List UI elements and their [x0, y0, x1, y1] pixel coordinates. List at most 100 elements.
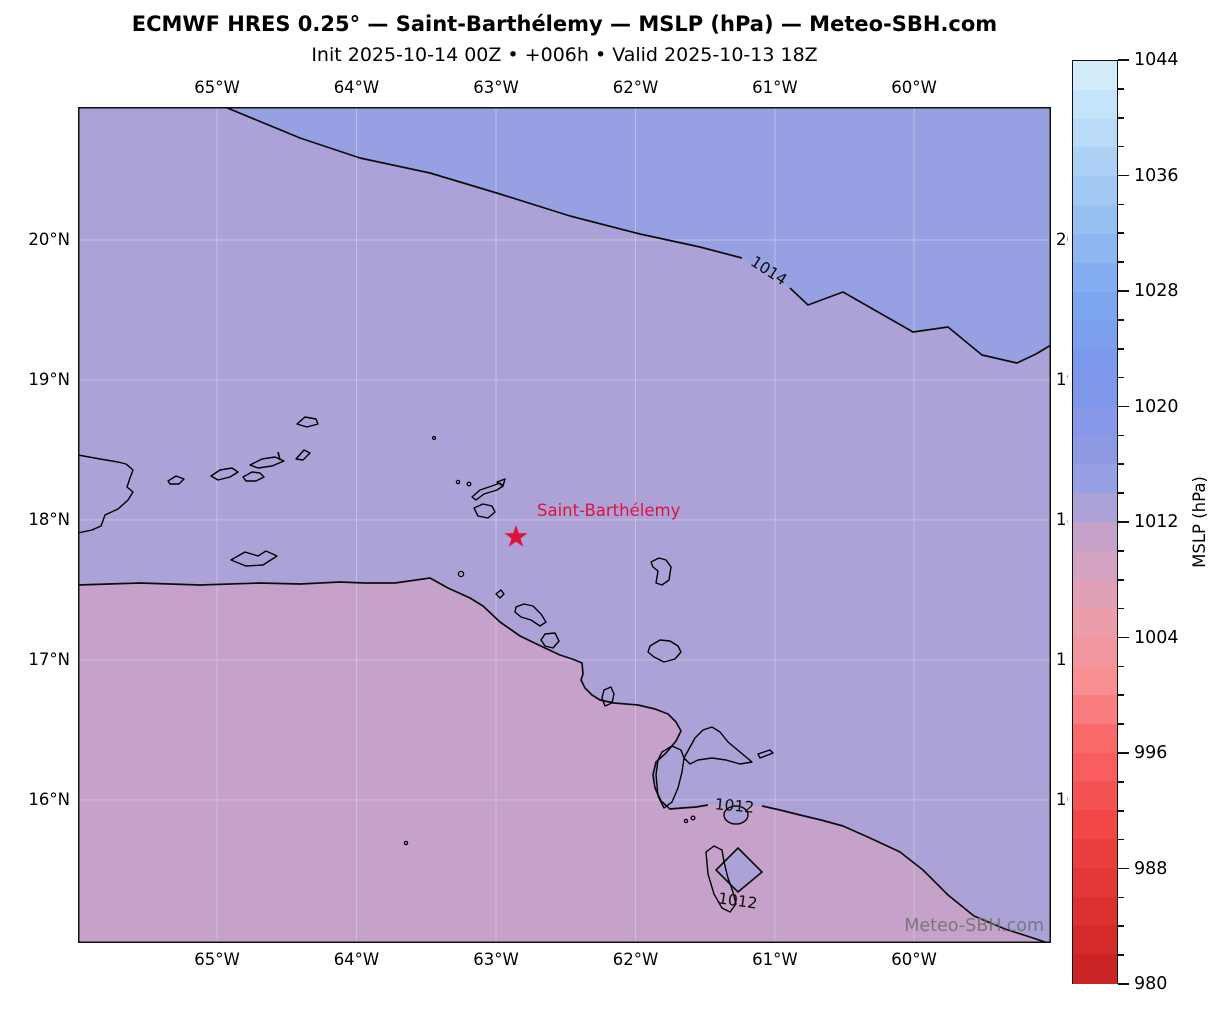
colorbar-band — [1073, 522, 1117, 552]
colorbar-minor-tick — [1118, 607, 1124, 610]
colorbar-minor-tick — [1118, 838, 1124, 841]
colorbar-minor-tick — [1118, 434, 1124, 437]
lon-tick-label-top: 65°W — [194, 78, 240, 97]
island-saba — [457, 570, 465, 578]
colorbar-tick-label: 980 — [1134, 974, 1168, 994]
colorbar-band — [1073, 810, 1117, 840]
lon-tick-label-top: 63°W — [473, 78, 519, 97]
lat-tick-label-left: 18°N — [28, 509, 70, 529]
island-anguilla-east-tip — [496, 478, 506, 487]
lon-tick-label-bottom: 60°W — [891, 950, 937, 969]
colorbar-band — [1073, 493, 1117, 523]
colorbar-major-tick — [1118, 59, 1129, 61]
island-antigua — [647, 639, 682, 663]
colorbar-major-tick — [1118, 405, 1129, 408]
colorbar-band — [1073, 262, 1117, 293]
colorbar-tick-label: 1044 — [1134, 50, 1179, 70]
colorbar-band — [1073, 176, 1117, 206]
island-st-martin — [473, 503, 496, 519]
island-barbuda — [650, 557, 672, 586]
island-dominica — [705, 845, 737, 913]
isobar-label-1012-b: 1012 — [717, 889, 759, 912]
lat-tick-label-left: 20°N — [28, 230, 70, 249]
chart-title: ECMWF HRES 0.25° — Saint-Barthélemy — MS… — [131, 12, 998, 36]
colorbar-minor-tick — [1118, 925, 1124, 928]
colorbar-minor-tick — [1118, 347, 1124, 350]
isobar-label-1012-a: 1012 — [714, 795, 755, 816]
colorbar-minor-tick — [1118, 781, 1124, 783]
colorbar-band — [1073, 61, 1117, 91]
colorbar-minor-tick — [1118, 723, 1124, 725]
colorbar-band — [1073, 291, 1117, 322]
colorbar-minor-tick — [1118, 145, 1124, 148]
colorbar-minor-tick — [1118, 578, 1124, 581]
colorbar-band — [1073, 925, 1117, 955]
station-label: Saint-Barthélemy — [537, 501, 681, 520]
colorbar-band — [1073, 377, 1117, 408]
colorbar-minor-tick — [1118, 88, 1124, 90]
colorbar-tick-label: 996 — [1134, 743, 1168, 763]
colorbar-band — [1073, 233, 1117, 264]
island-virgin-gorda — [295, 449, 311, 461]
colorbar-tick-label: 1036 — [1134, 165, 1179, 186]
colorbar-band — [1073, 867, 1117, 898]
colorbar-minor-tick — [1118, 809, 1124, 812]
colorbar-band — [1073, 723, 1117, 754]
island-st-kitts — [514, 603, 547, 627]
colorbar-band — [1073, 349, 1117, 379]
colorbar-minor-tick — [1118, 694, 1124, 697]
lon-tick-label-bottom: 64°W — [333, 950, 380, 969]
colorbar-tick-label: 1020 — [1134, 396, 1179, 417]
colorbar-minor-tick — [1118, 954, 1124, 956]
island-nevis — [540, 632, 560, 649]
isobar-1012 — [761, 805, 1049, 943]
lon-tick-label-top: 60°W — [891, 78, 937, 97]
colorbar-band — [1073, 147, 1117, 177]
colorbar — [1072, 60, 1118, 984]
lat-tick-label-right-clipped: 19°N — [1056, 370, 1068, 390]
colorbar-tick-label: 988 — [1134, 858, 1168, 879]
colorbar-major-tick — [1118, 521, 1129, 523]
watermark: Meteo-SBH.com — [904, 916, 1044, 936]
colorbar-band — [1073, 320, 1117, 350]
island-aves-island — [403, 840, 409, 846]
region-above-1014 — [225, 107, 1051, 363]
lat-tick-label-right-clipped: 16°N — [1056, 789, 1068, 809]
island-st-john — [242, 471, 265, 482]
colorbar-minor-tick — [1118, 116, 1124, 119]
colorbar-band — [1073, 205, 1117, 235]
colorbar-band — [1073, 435, 1117, 466]
colorbar-band — [1073, 118, 1117, 149]
island-st-thomas — [210, 467, 239, 481]
lat-tick-label-right-clipped: 20°N — [1056, 230, 1068, 249]
isobar-1012-closed-diamond — [714, 846, 764, 894]
isobar-1014 — [789, 287, 1051, 364]
lon-tick-label-bottom: 61°W — [752, 950, 798, 969]
isobar-1014 — [224, 107, 743, 259]
colorbar-major-tick — [1118, 636, 1129, 639]
island-sombrero — [431, 435, 437, 441]
colorbar-tick-label: 1012 — [1134, 512, 1179, 532]
island-tortola — [249, 456, 285, 469]
lon-tick-label-top: 61°W — [752, 78, 798, 97]
colorbar-band — [1073, 666, 1117, 696]
colorbar-major-tick — [1118, 867, 1129, 870]
island-anegada — [296, 416, 319, 428]
map-svg: 101410121012Saint-BarthélemyMeteo-SBH.co… — [78, 107, 1051, 943]
island-la-desirade — [757, 749, 774, 759]
chart-subtitle: Init 2025-10-14 00Z • +006h • Valid 2025… — [311, 44, 818, 66]
lat-tick-label-right-clipped: 18°N — [1056, 509, 1068, 529]
station-star-icon — [504, 525, 528, 547]
lat-tick-label-right-clipped: 17°N — [1056, 649, 1068, 669]
island-jost-van-dyke — [277, 451, 281, 461]
region-below-1012 — [78, 578, 1048, 943]
isobar-1012 — [78, 577, 709, 810]
lon-tick-label-bottom: 63°W — [473, 950, 519, 969]
colorbar-band — [1073, 89, 1117, 120]
colorbar-band — [1073, 781, 1117, 811]
colorbar-band — [1073, 838, 1117, 869]
colorbar-band — [1073, 406, 1117, 437]
colorbar-minor-tick — [1118, 232, 1124, 235]
colorbar-minor-tick — [1118, 550, 1124, 552]
